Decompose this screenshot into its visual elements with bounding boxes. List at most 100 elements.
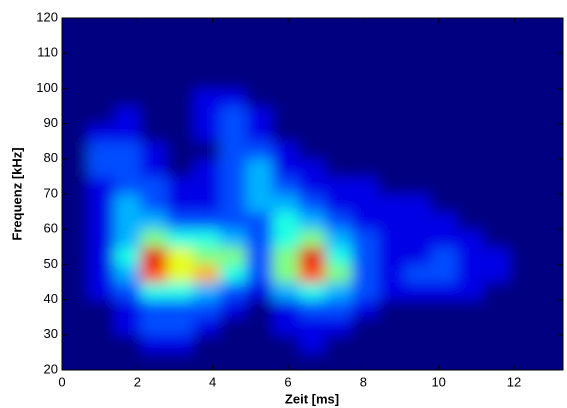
heat-cell bbox=[114, 334, 142, 353]
heat-cell bbox=[193, 105, 221, 125]
heat-cell bbox=[430, 351, 459, 370]
heat-cell bbox=[325, 299, 353, 318]
y-tick-label: 120 bbox=[36, 9, 58, 24]
heat-cell bbox=[404, 193, 432, 213]
heat-cell bbox=[114, 228, 142, 248]
heat-cell bbox=[272, 175, 300, 195]
heat-cell bbox=[246, 299, 274, 318]
heat-cell bbox=[430, 211, 459, 230]
heat-cell bbox=[509, 140, 538, 160]
heat-cell bbox=[404, 18, 432, 37]
heat-cell bbox=[325, 351, 353, 370]
heat-cell bbox=[377, 334, 406, 353]
heat-cell bbox=[114, 158, 142, 177]
heat-cell bbox=[298, 35, 327, 54]
heat-cell bbox=[87, 123, 116, 142]
heat-cell bbox=[351, 158, 379, 177]
heat-cell bbox=[325, 35, 353, 54]
heat-cell bbox=[483, 35, 511, 54]
heat-cell bbox=[325, 175, 353, 195]
heat-cell bbox=[509, 316, 538, 336]
heat-cell bbox=[536, 246, 563, 265]
heat-cell bbox=[114, 193, 142, 213]
heat-cell bbox=[219, 334, 248, 353]
heat-cell bbox=[509, 70, 538, 89]
heat-cell bbox=[483, 140, 511, 160]
heat-cell bbox=[325, 105, 353, 125]
heat-cell bbox=[114, 140, 142, 160]
heat-cell bbox=[246, 246, 274, 265]
heat-cell bbox=[509, 193, 538, 213]
heat-cell bbox=[272, 35, 300, 54]
heat-cell bbox=[536, 35, 563, 54]
heat-cell bbox=[62, 105, 89, 125]
heat-cell bbox=[509, 228, 538, 248]
heat-cell bbox=[246, 211, 274, 230]
heat-cell bbox=[87, 87, 116, 107]
heat-cell bbox=[114, 175, 142, 195]
heat-cell bbox=[114, 87, 142, 107]
heat-cell bbox=[377, 228, 406, 248]
heat-cell bbox=[114, 351, 142, 370]
heat-cell bbox=[298, 228, 327, 248]
heat-cell bbox=[166, 18, 195, 37]
heat-cell bbox=[404, 211, 432, 230]
heat-cell bbox=[404, 52, 432, 72]
heat-cell bbox=[166, 193, 195, 213]
heat-cell bbox=[536, 228, 563, 248]
heat-cell bbox=[246, 193, 274, 213]
heat-cell bbox=[166, 299, 195, 318]
heat-cell bbox=[140, 263, 168, 283]
heat-cell bbox=[166, 52, 195, 72]
heat-cell bbox=[430, 70, 459, 89]
heat-cell bbox=[483, 211, 511, 230]
heat-cell bbox=[166, 140, 195, 160]
heat-cell bbox=[377, 87, 406, 107]
heat-cell bbox=[325, 158, 353, 177]
heat-cell bbox=[219, 281, 248, 301]
heat-cell bbox=[114, 52, 142, 72]
heat-cell bbox=[114, 316, 142, 336]
heat-cell bbox=[351, 193, 379, 213]
heat-cell bbox=[166, 334, 195, 353]
heat-cell bbox=[536, 158, 563, 177]
heat-cell bbox=[536, 175, 563, 195]
heat-cell bbox=[430, 18, 459, 37]
heat-cell bbox=[87, 351, 116, 370]
heat-cell bbox=[87, 246, 116, 265]
heat-cell bbox=[457, 193, 485, 213]
heat-cell bbox=[62, 140, 89, 160]
heat-cell bbox=[483, 158, 511, 177]
heat-cell bbox=[377, 35, 406, 54]
heat-cell bbox=[193, 263, 221, 283]
heat-cell bbox=[166, 211, 195, 230]
heat-cell bbox=[62, 228, 89, 248]
heat-cell bbox=[219, 263, 248, 283]
heat-cell bbox=[430, 123, 459, 142]
heat-cell bbox=[483, 316, 511, 336]
heat-cell bbox=[325, 281, 353, 301]
heat-cell bbox=[62, 351, 89, 370]
heat-cell bbox=[430, 281, 459, 301]
heat-cell bbox=[430, 175, 459, 195]
heat-cell bbox=[509, 263, 538, 283]
heat-cell bbox=[351, 175, 379, 195]
heat-cell bbox=[272, 351, 300, 370]
heat-cell bbox=[193, 211, 221, 230]
heat-cell bbox=[140, 246, 168, 265]
heat-cell bbox=[509, 18, 538, 37]
heat-cell bbox=[219, 158, 248, 177]
heat-cell bbox=[483, 281, 511, 301]
heat-cell bbox=[246, 105, 274, 125]
heat-cell bbox=[87, 175, 116, 195]
heat-cell bbox=[404, 351, 432, 370]
heat-cell bbox=[457, 299, 485, 318]
heat-cell bbox=[536, 351, 563, 370]
heat-cell bbox=[457, 87, 485, 107]
heat-cell bbox=[351, 281, 379, 301]
heat-cell bbox=[351, 35, 379, 54]
heat-cell bbox=[457, 158, 485, 177]
heat-cell bbox=[140, 211, 168, 230]
heat-cell bbox=[246, 263, 274, 283]
heat-cell bbox=[166, 105, 195, 125]
